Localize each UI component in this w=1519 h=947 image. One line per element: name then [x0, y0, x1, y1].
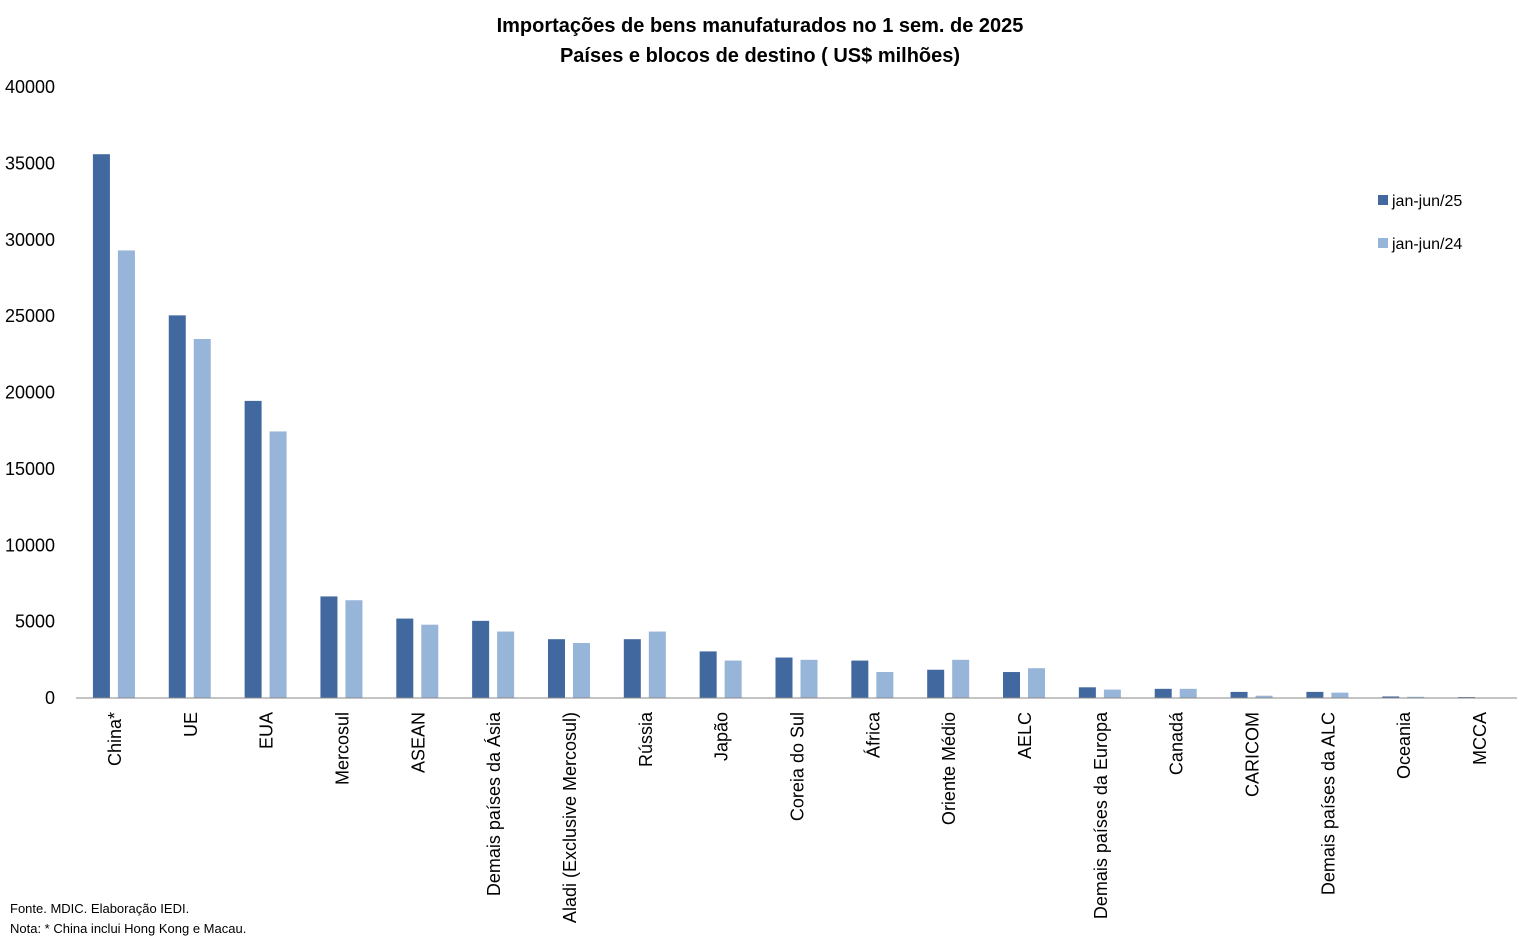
y-tick-label: 5000 — [15, 612, 55, 632]
category-label: ASEAN — [408, 712, 428, 773]
bar — [117, 250, 135, 698]
category-label: MCCA — [1470, 712, 1490, 765]
category-label: Aladi (Exclusive Mercosul) — [560, 712, 580, 923]
y-tick-label: 40000 — [5, 77, 55, 97]
legend-label: jan-jun/24 — [1391, 236, 1462, 253]
bar — [1331, 692, 1349, 698]
category-label: Demais países da ALC — [1318, 712, 1338, 895]
bar — [927, 669, 945, 698]
bar — [320, 596, 338, 698]
category-label: AELC — [1015, 712, 1035, 759]
bar — [1255, 695, 1273, 698]
bar — [775, 657, 793, 698]
source-note: Fonte. MDIC. Elaboração IEDI. — [10, 901, 190, 916]
y-tick-label: 20000 — [5, 383, 55, 403]
category-label: Oriente Médio — [939, 712, 959, 825]
y-tick-label: 10000 — [5, 535, 55, 555]
bar — [572, 643, 590, 698]
bar — [1382, 696, 1400, 698]
bar — [1179, 688, 1197, 698]
category-label: China* — [105, 712, 125, 766]
bar — [244, 400, 262, 698]
bar — [1028, 668, 1046, 698]
category-label: Coreia do Sul — [788, 712, 808, 821]
legend: jan-jun/25 jan-jun/24 — [1378, 193, 1462, 253]
chart-title: Importações de bens manufaturados no 1 s… — [497, 15, 1024, 37]
legend-swatch — [1378, 238, 1388, 248]
bar — [168, 315, 186, 698]
bar — [92, 154, 110, 698]
category-label: CARICOM — [1243, 712, 1263, 797]
legend-swatch — [1378, 195, 1388, 205]
bar — [851, 660, 869, 698]
category-label: Mercosul — [332, 712, 352, 785]
x-axis: China* UE EUA Mercosul ASEAN Demais países da… — [105, 711, 1490, 923]
bar — [1154, 688, 1172, 698]
bar — [193, 339, 211, 698]
category-label: Japão — [712, 712, 732, 761]
y-tick-label: 25000 — [5, 306, 55, 326]
category-label: UE — [181, 712, 201, 737]
bar — [800, 659, 818, 698]
bars — [92, 154, 1501, 698]
bar — [421, 624, 439, 698]
bar — [472, 620, 490, 698]
category-label: Demais países da Europa — [1091, 711, 1111, 919]
category-label: Canadá — [1167, 711, 1187, 775]
category-label: Rússia — [636, 711, 656, 767]
bar — [497, 631, 515, 698]
y-tick-label: 15000 — [5, 459, 55, 479]
y-tick-label: 35000 — [5, 153, 55, 173]
legend-label: jan-jun/25 — [1391, 193, 1462, 210]
bar — [1003, 672, 1021, 698]
bar — [1407, 696, 1425, 698]
y-tick-label: 0 — [45, 688, 55, 708]
bar — [699, 651, 717, 698]
bar — [1078, 687, 1096, 698]
bar — [345, 600, 363, 698]
bar — [952, 659, 970, 698]
bar — [547, 639, 565, 698]
chart-subtitle: Países e blocos de destino ( US$ milhões… — [560, 45, 960, 67]
bar — [876, 672, 894, 698]
category-label: EUA — [257, 712, 277, 749]
bar — [1306, 691, 1324, 698]
bar — [1103, 689, 1121, 698]
bar — [1230, 691, 1248, 698]
bar — [269, 431, 287, 698]
bar — [648, 631, 666, 698]
category-label: África — [863, 711, 883, 758]
y-axis: 0 5000 10000 15000 20000 25000 30000 35000 40000 — [5, 77, 55, 708]
category-label: Demais países da Ásia — [484, 711, 504, 896]
bar — [396, 618, 414, 698]
category-label: Oceania — [1394, 711, 1414, 779]
y-tick-label: 30000 — [5, 230, 55, 250]
bar — [724, 660, 742, 698]
china-note: Nota: * China inclui Hong Kong e Macau. — [10, 921, 247, 936]
bar — [623, 639, 641, 698]
